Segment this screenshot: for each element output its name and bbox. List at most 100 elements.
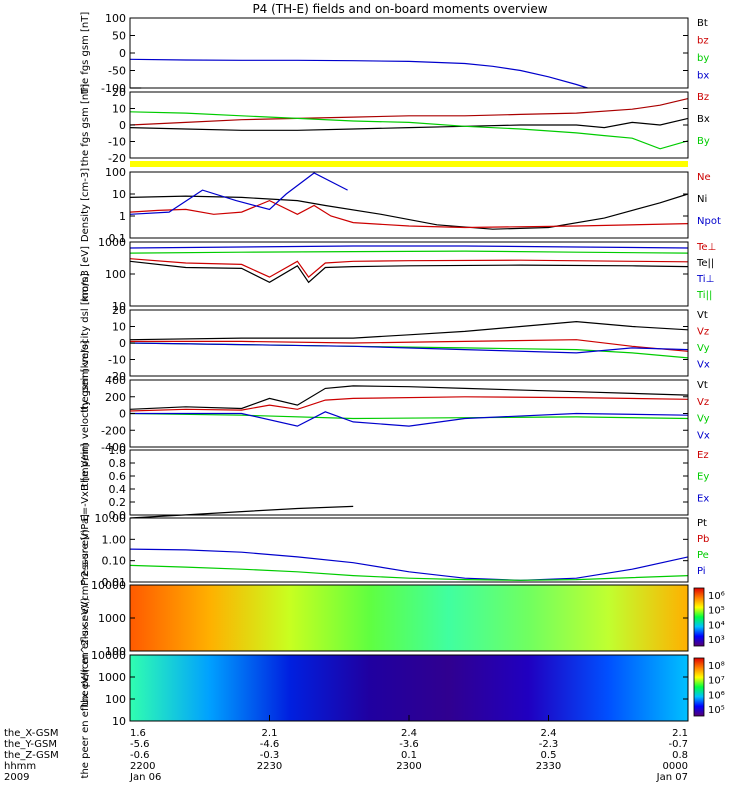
y-tick-label: 100: [105, 268, 126, 281]
legend-entry: Bx: [697, 114, 710, 125]
x-tick-label: -4.6: [260, 739, 280, 750]
x-tick-label: 0.5: [541, 750, 557, 761]
y-axis-label: the peer en eflux eV/(cm^2-s-sr-eV): [80, 597, 91, 778]
y-tick-label: 1000: [98, 671, 126, 684]
panel-frame-3: [129, 171, 689, 239]
legend-entry: Pb: [697, 534, 709, 545]
x-row-label: the_X-GSM: [4, 728, 58, 739]
panel-frame-8: [129, 517, 689, 583]
x-tick-label: 2.1: [672, 728, 688, 739]
y-axis-label: the peir en eflux eV/(cm^2-s-sr-eV): [80, 529, 91, 707]
series-line-Ni: [129, 193, 689, 230]
y-tick-label: -400: [101, 441, 126, 454]
panel-frame-7: [129, 449, 689, 516]
colorbar-tick-label: 10⁵: [708, 606, 725, 617]
x-tick-label: 2300: [396, 761, 421, 772]
x-tick-label: -0.3: [260, 750, 280, 761]
y-tick-label: 10: [112, 715, 126, 728]
x-tick-label: 2230: [257, 761, 282, 772]
y-axis-label: E=-VxB [mV/m]: [80, 443, 91, 521]
y-tick-label: -20: [108, 152, 126, 165]
legend-entry: Vt: [697, 380, 708, 391]
y-tick-label: -50: [108, 65, 126, 78]
legend-entry: Ne: [697, 172, 711, 183]
legend-entry: Pt: [697, 518, 707, 529]
series-line-Vx: [129, 342, 689, 354]
series-line-Pe: [129, 564, 689, 581]
legend-entry: By: [697, 136, 710, 147]
legend-entry: Ti⊥: [696, 274, 714, 285]
y-tick-label: 0.1: [109, 232, 127, 245]
y-tick-label: 10000: [91, 649, 126, 662]
legend-entry: bz: [697, 36, 709, 47]
series-line-Vz: [129, 396, 689, 412]
series-line-Bz: [129, 98, 689, 126]
legend-entry: Vz: [697, 327, 709, 338]
y-tick-label: 0.2: [109, 496, 127, 509]
series-line-Te: [129, 260, 689, 284]
x-row-label: the_Y-GSM: [4, 739, 57, 750]
y-axis-label: Density [cm-3]: [80, 168, 91, 242]
y-tick-label: -10: [108, 354, 126, 367]
series-line-Vt: [129, 385, 689, 410]
series-line-Vx: [130, 411, 689, 427]
x-row-label: hhmm: [4, 761, 36, 772]
legend-entry: by: [697, 53, 709, 64]
x-tick-label: Jan 06: [129, 772, 161, 783]
x-tick-label: 2.4: [541, 728, 557, 739]
legend-entry: Vz: [697, 397, 709, 408]
y-axis-label: the peim velocity dsl [km/s]: [80, 273, 91, 413]
legend-entry: Ti||: [696, 290, 712, 301]
x-tick-label: 0.8: [672, 750, 688, 761]
y-tick-label: 10.00: [95, 512, 127, 525]
y-tick-label: 10: [112, 321, 126, 334]
y-tick-label: 1000: [98, 612, 126, 625]
x-tick-label: -0.7: [668, 739, 688, 750]
x-tick-label: Jan 07: [656, 772, 688, 783]
series-line-Te: [129, 258, 689, 278]
x-tick-label: -3.6: [399, 739, 419, 750]
y-tick-label: 100: [105, 12, 126, 25]
colorbar-10: [693, 657, 705, 717]
legend-entry: Vy: [697, 414, 710, 425]
y-axis-label: Pressure [nPa]: [80, 514, 91, 586]
y-tick-label: 0: [119, 337, 126, 350]
x-tick-label: 1.6: [130, 728, 146, 739]
legend-entry: Pi: [697, 566, 706, 577]
legend-entry: bx: [697, 71, 709, 82]
legend-entry: Te⊥: [696, 242, 716, 253]
y-axis-label: the peim velocity gsm [km/s]: [80, 340, 91, 487]
y-tick-label: 100: [105, 645, 126, 658]
y-tick-label: 400: [105, 374, 126, 387]
series-line-Vy: [129, 412, 689, 420]
y-axis-label: mom3 [eV]: [80, 246, 91, 302]
legend-entry: Vt: [697, 310, 708, 321]
y-tick-label: 1: [119, 210, 126, 223]
colorbar-9: [693, 587, 705, 647]
legend-entry: Pe: [697, 550, 709, 561]
y-axis-label: the fgs gsm [nT]: [80, 84, 91, 167]
colorbar-tick-label: 10⁶: [708, 591, 725, 602]
y-tick-label: -100: [101, 82, 126, 95]
y-tick-label: 1000: [98, 236, 126, 249]
x-row-label: the_Z-GSM: [4, 750, 59, 761]
series-line-bx: [129, 58, 588, 89]
series-line-Pt: [129, 505, 354, 519]
y-tick-label: 20: [112, 304, 126, 317]
legend-entry: Vx: [697, 430, 710, 441]
y-tick-label: 100: [105, 693, 126, 706]
spectrogram-panel-10: [130, 655, 688, 721]
y-tick-label: 200: [105, 391, 126, 404]
y-tick-label: -20: [108, 370, 126, 383]
series-line-Ti: [129, 250, 689, 254]
y-tick-label: -200: [101, 424, 126, 437]
series-line-Vz: [130, 339, 689, 352]
series-line-Vt: [129, 320, 689, 341]
y-tick-label: 50: [112, 30, 126, 43]
spectrogram-panel-9: [130, 585, 688, 651]
series-line-Npot: [129, 172, 348, 215]
legend-entry: Vx: [697, 360, 710, 371]
x-tick-label: -5.6: [130, 739, 150, 750]
y-tick-label: 10000: [91, 579, 126, 592]
